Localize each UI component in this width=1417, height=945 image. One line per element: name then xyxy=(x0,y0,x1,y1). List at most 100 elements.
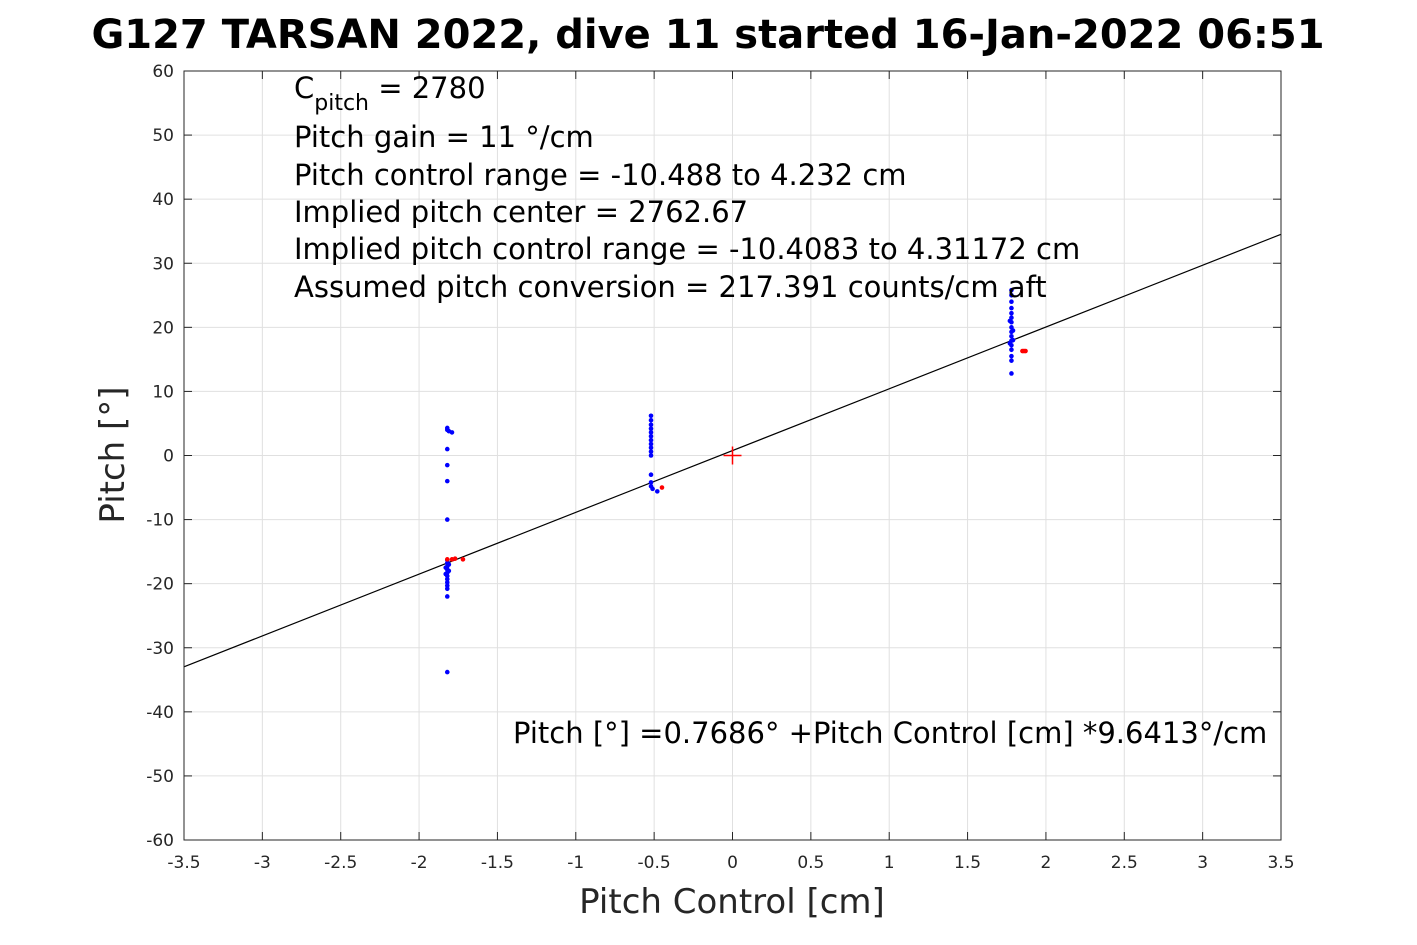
grid xyxy=(183,70,1282,841)
x-tick-label: 2 xyxy=(1041,853,1052,873)
y-tick-label: 60 xyxy=(152,62,174,82)
data-point xyxy=(648,417,654,423)
data-point xyxy=(444,580,450,585)
data-point xyxy=(1010,337,1016,343)
conversion-annotation: Assumed pitch conversion = 217.391 count… xyxy=(294,270,1047,304)
x-tick-label: 3.5 xyxy=(1267,853,1294,873)
x-axis-ticks: -3.5 -3 -2.5 -2 -1.5 -1 -0.5 0 0.5 1 1.5 2 2.5 3 3.5 xyxy=(167,71,1295,873)
data-point xyxy=(1007,341,1013,346)
y-tick-label: -30 xyxy=(146,639,174,659)
data-point xyxy=(1007,318,1013,324)
fit-equation-annotation: Pitch [°] =0.7686° +Pitch Control [cm] *… xyxy=(513,716,1267,750)
implied-range-annotation: Implied pitch control range = -10.4083 t… xyxy=(294,232,1080,266)
x-tick-label: 3 xyxy=(1197,853,1208,873)
chart-title: G127 TARSAN 2022, dive 11 started 16-Jan… xyxy=(91,12,1324,58)
data-point xyxy=(443,571,449,577)
data-point xyxy=(648,422,654,428)
cpitch-subscript: pitch xyxy=(314,91,369,116)
data-point xyxy=(1009,347,1014,353)
data-point xyxy=(648,480,654,485)
x-tick-label: -0.5 xyxy=(638,853,671,873)
data-point xyxy=(1009,305,1014,311)
series-1 xyxy=(444,348,1028,562)
x-tick-label: -3 xyxy=(254,853,271,873)
data-point xyxy=(449,430,455,435)
data-point xyxy=(444,669,450,675)
data-point xyxy=(1009,292,1014,298)
data-points xyxy=(443,287,1028,675)
data-point xyxy=(444,478,450,484)
cpitch-base: C xyxy=(294,71,314,105)
data-point xyxy=(648,430,654,435)
data-point xyxy=(444,517,450,522)
data-point xyxy=(1009,353,1014,359)
data-point xyxy=(648,441,654,447)
data-point xyxy=(1023,348,1028,354)
data-point xyxy=(452,556,458,561)
data-point xyxy=(648,445,654,451)
x-tick-label: 1 xyxy=(884,853,895,873)
data-point xyxy=(650,486,655,492)
y-tick-label: -50 xyxy=(146,767,174,787)
y-tick-label: 30 xyxy=(152,254,174,274)
series-0 xyxy=(443,287,1016,675)
data-point xyxy=(444,594,450,599)
cpitch-value: = 2780 xyxy=(369,71,486,105)
y-tick-label: -60 xyxy=(146,831,174,851)
data-point xyxy=(1009,334,1014,339)
y-tick-label: -40 xyxy=(146,703,174,723)
data-point xyxy=(1009,310,1014,316)
data-point xyxy=(648,453,654,458)
data-point xyxy=(648,472,654,478)
pitch-gain-annotation: Pitch gain = 11 °/cm xyxy=(294,120,594,154)
data-point xyxy=(648,413,654,419)
x-tick-label: -2 xyxy=(411,853,428,873)
info-annotations: Cpitch = 2780 Pitch gain = 11 °/cm Pitch… xyxy=(294,71,1267,750)
data-point xyxy=(444,576,450,582)
x-axis-label: Pitch Control [cm] xyxy=(579,882,885,922)
y-axis-label: Pitch [°] xyxy=(93,386,133,523)
center-marker-group xyxy=(723,446,742,465)
data-point xyxy=(1009,299,1014,305)
data-point xyxy=(648,449,654,454)
x-tick-label: 0.5 xyxy=(797,853,824,873)
implied-center-annotation: Implied pitch center = 2762.67 xyxy=(294,195,748,229)
x-tick-label: 0 xyxy=(727,853,738,873)
data-point xyxy=(1009,371,1014,376)
data-point xyxy=(444,462,450,468)
x-tick-label: -3.5 xyxy=(167,853,200,873)
data-point xyxy=(444,586,450,592)
data-point xyxy=(444,446,450,452)
data-point xyxy=(1009,358,1014,363)
data-point xyxy=(443,565,449,570)
x-tick-label: -2.5 xyxy=(324,853,357,873)
data-point xyxy=(1009,287,1014,293)
data-point xyxy=(446,562,452,567)
y-axis-ticks: -60 -50 -40 -30 -20 -10 0 10 20 30 40 50 60 xyxy=(146,62,1281,851)
data-point xyxy=(648,433,654,439)
data-point xyxy=(444,583,450,588)
data-point xyxy=(654,489,660,494)
y-tick-label: 0 xyxy=(163,447,174,467)
y-tick-label: 20 xyxy=(152,318,174,338)
y-tick-label: 10 xyxy=(152,382,174,402)
x-tick-label: 1.5 xyxy=(954,853,981,873)
x-tick-label: -1 xyxy=(567,853,584,873)
y-tick-label: -20 xyxy=(146,575,174,595)
data-point xyxy=(648,426,654,431)
cpitch-annotation: Cpitch = 2780 xyxy=(294,71,486,116)
y-tick-label: 50 xyxy=(152,126,174,146)
data-point xyxy=(648,437,654,443)
data-point xyxy=(659,485,665,490)
data-point xyxy=(1010,328,1016,333)
x-tick-label: -1.5 xyxy=(481,853,514,873)
data-point xyxy=(460,557,466,562)
x-tick-label: 2.5 xyxy=(1111,853,1138,873)
data-point xyxy=(444,557,450,562)
y-tick-label: -10 xyxy=(146,511,174,531)
data-point xyxy=(446,568,452,574)
control-range-annotation: Pitch control range = -10.488 to 4.232 c… xyxy=(294,158,907,192)
y-tick-label: 40 xyxy=(152,190,174,210)
